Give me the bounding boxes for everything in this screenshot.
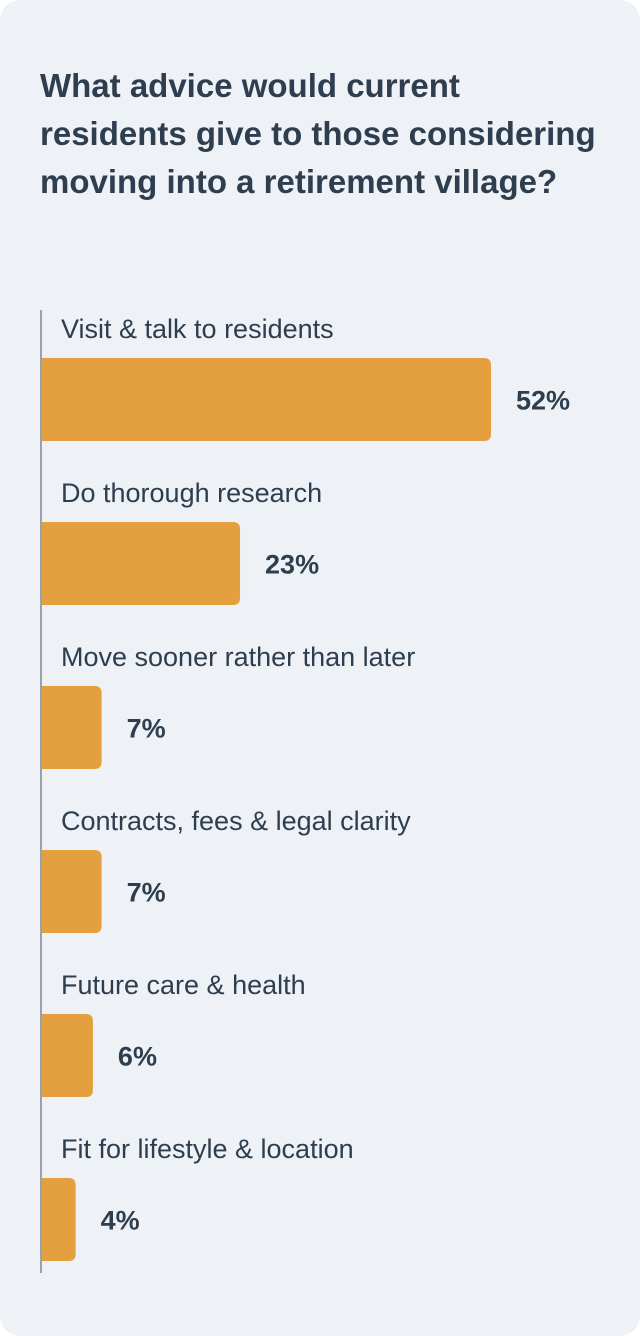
chart-title: What advice would current residents give… bbox=[40, 67, 596, 200]
value-label: 4% bbox=[101, 1206, 140, 1236]
category-label: Move sooner rather than later bbox=[61, 642, 415, 672]
bar bbox=[41, 358, 491, 441]
value-label: 52% bbox=[516, 386, 570, 416]
value-label: 6% bbox=[118, 1042, 157, 1072]
category-label: Fit for lifestyle & location bbox=[61, 1134, 354, 1164]
value-label: 7% bbox=[127, 714, 166, 744]
category-label: Visit & talk to residents bbox=[61, 314, 334, 344]
bar bbox=[41, 522, 241, 605]
bar bbox=[41, 686, 102, 769]
value-label: 7% bbox=[127, 878, 166, 908]
bar bbox=[41, 1178, 76, 1261]
bar bbox=[41, 1014, 93, 1097]
category-label: Contracts, fees & legal clarity bbox=[61, 806, 411, 836]
category-label: Future care & health bbox=[61, 970, 306, 1000]
value-label: 23% bbox=[265, 550, 319, 580]
category-label: Do thorough research bbox=[61, 478, 322, 508]
bar bbox=[41, 850, 102, 933]
